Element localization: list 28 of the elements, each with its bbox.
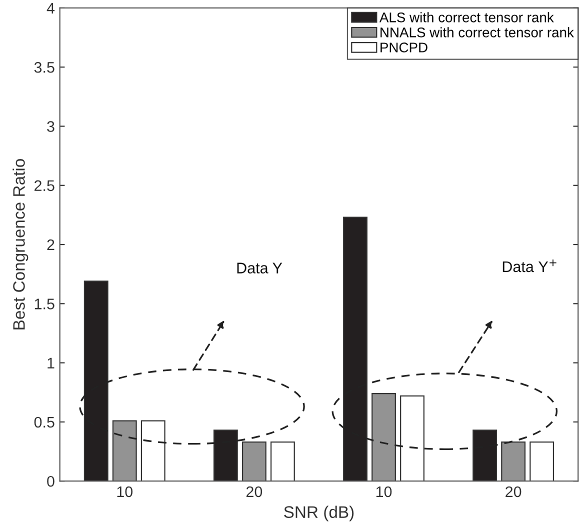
annotation: Data Y <box>237 262 282 274</box>
x-axis-title: SNR (dB) <box>284 506 354 522</box>
bar <box>530 442 554 482</box>
annotation: Data Y$^{+}$ <box>502 259 556 272</box>
y-tick-label: 2 <box>47 239 54 250</box>
y-tick-label: 0.5 <box>34 416 54 428</box>
y-axis-title: Best Congruence Ratio <box>12 159 28 330</box>
bar <box>140 420 166 482</box>
y-tick-label: 4 <box>46 2 55 14</box>
bar <box>372 393 396 482</box>
y-tick-label: 2.5 <box>34 180 54 192</box>
y-tick-label: 1 <box>48 358 54 368</box>
bar <box>270 442 295 482</box>
x-tick-label: 10 <box>376 486 392 498</box>
y-tick-label: 3.5 <box>34 62 54 73</box>
legend-label: NNALS with correct tensor rank <box>380 27 574 38</box>
y-tick-label: 0 <box>47 476 54 487</box>
bar <box>501 442 526 482</box>
legend-label: ALS with correct tensor rank <box>379 12 554 22</box>
x-tick-label: 10 <box>117 486 133 498</box>
y-tick-label: 1.5 <box>34 298 54 310</box>
x-tick-label: 20 <box>506 486 522 498</box>
y-tick-label: 3 <box>47 121 54 132</box>
legend-label: PNCPD <box>380 42 428 52</box>
x-tick-label: 20 <box>246 486 262 498</box>
bar <box>112 420 137 482</box>
bar <box>242 442 266 482</box>
bar <box>400 395 424 482</box>
